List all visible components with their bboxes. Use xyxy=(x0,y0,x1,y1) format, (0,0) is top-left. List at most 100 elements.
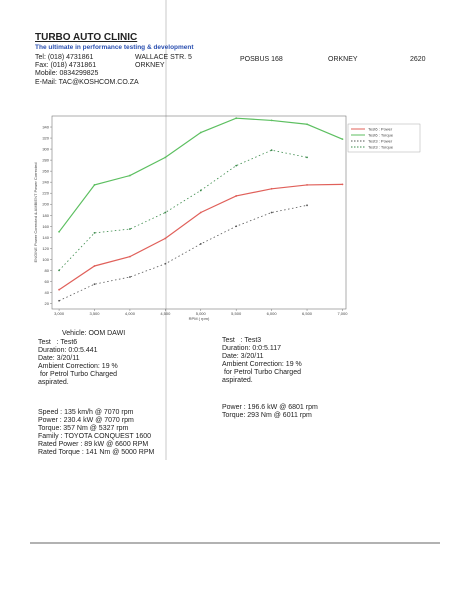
x-tick-label: 6,000 xyxy=(267,311,278,316)
y-tick-label: 280 xyxy=(42,158,49,163)
x-tick-label: 3,000 xyxy=(54,311,65,316)
point xyxy=(270,119,273,122)
info-line: Power : 196.6 kW @ 6801 rpm xyxy=(222,404,318,411)
y-tick-label: 320 xyxy=(42,136,49,141)
y-tick-label: 80 xyxy=(45,268,50,273)
point xyxy=(164,237,167,240)
y-tick-label: 160 xyxy=(42,224,49,229)
point xyxy=(199,131,202,134)
legend-label: Test3 : Torque xyxy=(368,145,394,150)
y-tick-label: 140 xyxy=(42,235,49,240)
point xyxy=(58,288,60,291)
point xyxy=(93,184,96,186)
x-tick-label: 3,500 xyxy=(89,311,100,316)
legend-label: Test3 : Power xyxy=(368,139,393,144)
x-tick-label: 7,000 xyxy=(337,311,348,316)
info-line: Date: 3/20/11 xyxy=(222,353,264,360)
y-tick-label: 60 xyxy=(45,279,50,284)
city: ORKNEY xyxy=(328,56,358,63)
info-line: aspirated. xyxy=(38,379,69,386)
point xyxy=(199,189,202,192)
point xyxy=(341,138,344,141)
info-line: Torque: 357 Nm @ 5327 rpm xyxy=(38,425,129,432)
point xyxy=(93,265,96,267)
y-tick-label: 240 xyxy=(42,180,49,185)
point xyxy=(164,262,167,265)
info-line: Ambient Correction: 19 % xyxy=(222,361,302,368)
series-line xyxy=(58,204,308,302)
legend-label: Test6 : Power xyxy=(368,127,393,132)
point xyxy=(235,117,238,120)
point xyxy=(129,174,131,177)
info-line: Test : Test3 xyxy=(222,337,261,344)
point xyxy=(129,255,131,258)
email: E-Mail: TAC@KOSHCOM.CO.ZA xyxy=(35,79,139,86)
y-tick-label: 40 xyxy=(45,290,50,295)
point xyxy=(164,211,167,214)
point xyxy=(235,195,238,197)
y-tick-label: 100 xyxy=(42,257,49,262)
y-tick-label: 20 xyxy=(45,301,50,306)
y-tick-label: 200 xyxy=(42,202,49,207)
point xyxy=(58,299,60,302)
x-tick-label: 5,500 xyxy=(231,311,242,316)
x-tick-label: 4,000 xyxy=(125,311,136,316)
point xyxy=(199,243,202,245)
info-line: Date: 3/20/11 xyxy=(38,355,80,362)
legend-label: Test6 : Torque xyxy=(368,133,394,138)
plot-frame xyxy=(51,115,347,310)
x-tick-label: 4,500 xyxy=(160,311,171,316)
info-line: for Petrol Turbo Charged xyxy=(222,369,301,376)
info-line: Test : Test6 xyxy=(38,339,77,346)
info-line: Rated Power : 89 kW @ 6600 RPM xyxy=(38,441,148,448)
point xyxy=(306,123,308,126)
info-line: aspirated. xyxy=(222,377,253,384)
info-line: Torque: 293 Nm @ 6011 rpm xyxy=(222,412,312,419)
y-tick-label: 300 xyxy=(42,147,49,152)
info-line: Ambient Correction: 19 % xyxy=(38,363,118,370)
point xyxy=(270,149,273,152)
code: 2620 xyxy=(410,56,426,63)
info-line: Rated Torque : 141 Nm @ 5000 RPM xyxy=(38,449,154,456)
point xyxy=(164,156,167,159)
fax: Fax: (018) 4731861 xyxy=(35,62,96,69)
y-tick-label: 120 xyxy=(42,246,49,251)
info-line: Power : 230.4 kW @ 7070 rpm xyxy=(38,417,134,424)
point xyxy=(129,276,131,278)
town: ORKNEY xyxy=(135,62,165,69)
info-line: Family : TOYOTA CONQUEST 1600 xyxy=(38,433,151,440)
point xyxy=(235,225,238,228)
y-tick-label: 180 xyxy=(42,213,49,218)
y-axis-label: ENGINE Power Corrected & AMBIENT Power C… xyxy=(33,163,38,263)
point xyxy=(270,187,273,190)
point xyxy=(306,156,308,159)
point xyxy=(306,184,308,186)
point xyxy=(58,269,60,272)
x-tick-label: 6,500 xyxy=(302,311,313,316)
point xyxy=(93,232,96,234)
point xyxy=(58,230,60,233)
point xyxy=(93,283,96,286)
company: TURBO AUTO CLINIC xyxy=(35,32,137,43)
point xyxy=(129,228,131,230)
vehicle: Vehicle: OOM DAWI xyxy=(62,330,125,337)
x-axis-label: RPM ( rpm) xyxy=(189,316,210,321)
point xyxy=(199,211,202,214)
info-line: Speed : 135 km/h @ 7070 rpm xyxy=(38,409,134,416)
tel: Tel: (018) 4731861 xyxy=(35,54,93,61)
street: WALLACE STR. 5 xyxy=(135,54,192,61)
point xyxy=(235,164,238,167)
info-line: Duration: 0:0:5.117 xyxy=(222,345,281,352)
posbus: POSBUS 168 xyxy=(240,56,283,63)
point xyxy=(270,211,273,214)
point xyxy=(306,204,308,207)
y-tick-label: 340 xyxy=(42,125,49,130)
tagline: The ultimate in performance testing & de… xyxy=(35,44,194,51)
chart: 20 40 60 80 100 120 140 160 180 200 220 240 260 280 30… xyxy=(33,115,421,321)
y-tick-label: 220 xyxy=(42,191,49,196)
